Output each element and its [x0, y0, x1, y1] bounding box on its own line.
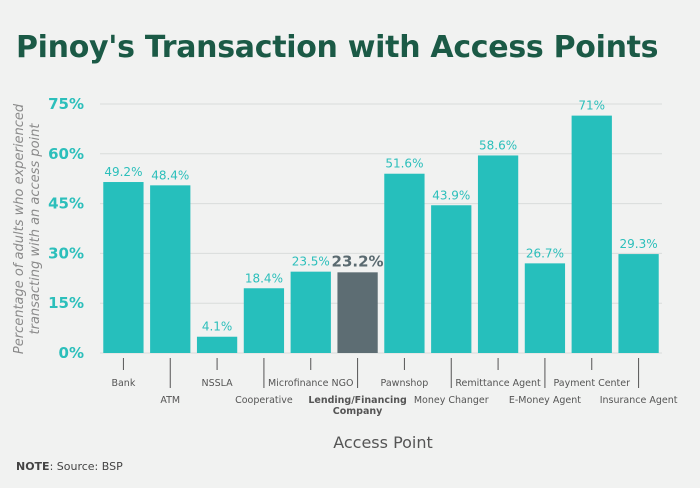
x-tick-label-line: Pawnshop: [381, 378, 429, 389]
bar: [103, 182, 144, 353]
page-title: Pinoy's Transaction with Access Points: [16, 30, 659, 65]
note-text: : Source: BSP: [49, 460, 123, 473]
data-label: 49.2%: [104, 165, 142, 179]
bar: [290, 271, 331, 353]
x-tick-label: Payment Center: [553, 378, 630, 389]
bar: [337, 272, 378, 353]
data-label: 23.5%: [292, 255, 330, 269]
x-tick-label-line: Insurance Agent: [600, 395, 678, 406]
x-tick-label-line: Bank: [111, 378, 135, 389]
x-tick-label-line: ATM: [160, 395, 180, 406]
y-tick-label: 15%: [48, 294, 84, 312]
x-tick-label: Insurance Agent: [600, 395, 678, 406]
bar: [431, 205, 472, 353]
bar: [384, 173, 425, 353]
x-tick-label-line: E-Money Agent: [509, 395, 581, 406]
x-tick-label: Microfinance NGO: [268, 378, 353, 389]
x-tick-label-line: Cooperative: [235, 395, 293, 406]
x-tick-label-line: Lending/Financing: [308, 395, 406, 406]
y-tick-label: 30%: [48, 244, 84, 262]
y-tick-label: 75%: [48, 95, 84, 113]
data-label: 48.4%: [151, 168, 189, 182]
y-tick-label: 60%: [48, 145, 84, 163]
x-tick-label-line: NSSLA: [201, 378, 233, 389]
data-label: 58.6%: [479, 138, 517, 152]
x-tick-label-line: Company: [333, 406, 383, 417]
x-tick-label: Cooperative: [235, 395, 293, 406]
x-tick-label-line: Microfinance NGO: [268, 378, 353, 389]
x-tick-label: Pawnshop: [381, 378, 429, 389]
x-axis-label: Access Point: [333, 433, 433, 452]
data-label: 23.2%: [332, 252, 384, 270]
y-tick-label: 45%: [48, 195, 84, 213]
x-tick-label-line: Money Changer: [414, 395, 489, 406]
x-tick-label: Money Changer: [414, 395, 489, 406]
y-axis-label-line: transacting with an access point: [28, 123, 43, 335]
y-tick-label: 0%: [59, 344, 84, 362]
data-label: 71%: [578, 99, 605, 113]
bar: [524, 263, 566, 353]
data-label: 26.7%: [526, 246, 564, 260]
data-label: 4.1%: [202, 320, 233, 334]
x-tick-label: ATM: [160, 395, 180, 406]
data-label: 51.6%: [385, 157, 423, 171]
y-axis-label-line: Percentage of adults who experienced: [12, 103, 27, 354]
y-axis-label: Percentage of adults who experiencedtran…: [12, 103, 43, 354]
x-tick-label: Remittance Agent: [455, 378, 541, 389]
x-tick-label: E-Money Agent: [509, 395, 581, 406]
x-tick-label-line: Payment Center: [553, 378, 630, 389]
data-label: 29.3%: [620, 237, 658, 251]
note-label: NOTE: [16, 460, 50, 473]
source-note: NOTE: Source: BSP: [16, 460, 123, 473]
data-label: 43.9%: [432, 188, 470, 202]
bar: [618, 254, 659, 353]
x-tick-label-line: Remittance Agent: [455, 378, 541, 389]
bar: [477, 155, 519, 353]
bar: [571, 115, 612, 354]
bar: [196, 336, 238, 353]
data-label: 18.4%: [245, 271, 283, 285]
bar: [150, 185, 191, 353]
x-tick-label: NSSLA: [201, 378, 233, 389]
bar: [243, 288, 285, 353]
x-tick-label: Bank: [111, 378, 135, 389]
x-tick-label: Lending/Financing Company: [308, 395, 406, 417]
